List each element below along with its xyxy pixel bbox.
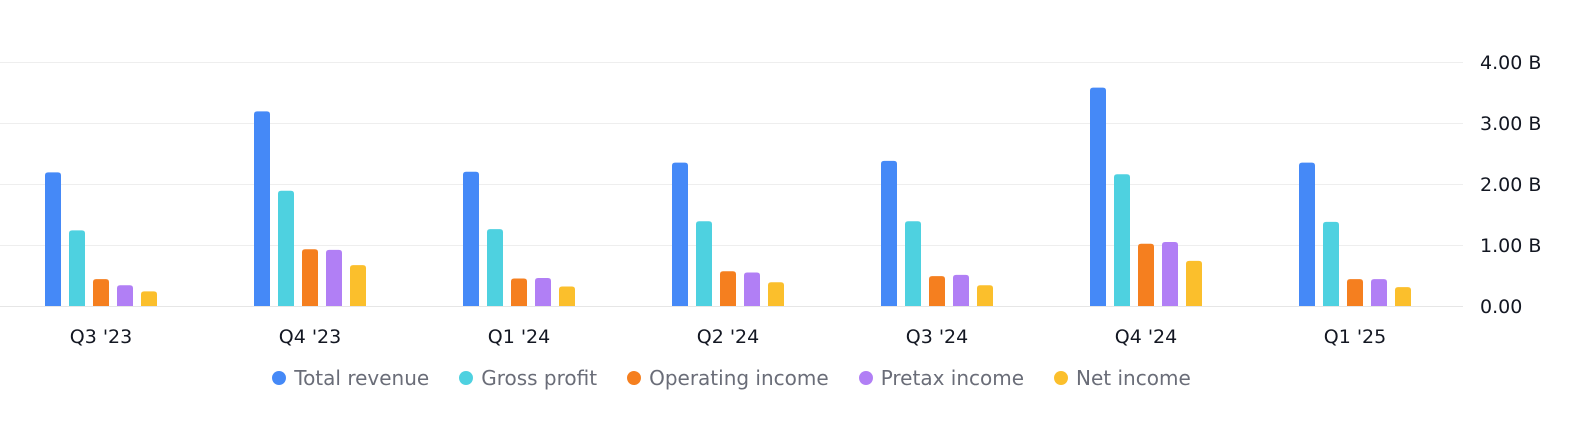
- x-tick-label: Q3 '24: [906, 326, 968, 348]
- bar-pretax-income[interactable]: [326, 249, 342, 306]
- bar-operating-income[interactable]: [302, 249, 318, 306]
- bar-gross-profit[interactable]: [696, 221, 712, 306]
- bar-operating-income[interactable]: [511, 278, 527, 306]
- bar-operating-income[interactable]: [1347, 279, 1363, 306]
- y-tick-label: 1.00 B: [1480, 235, 1541, 257]
- bar-net-income[interactable]: [977, 285, 993, 306]
- bar-total-revenue[interactable]: [254, 111, 270, 306]
- bar-gross-profit[interactable]: [278, 190, 294, 306]
- bar-net-income[interactable]: [141, 291, 157, 306]
- bar-gross-profit[interactable]: [1114, 174, 1130, 306]
- bar-gross-profit[interactable]: [69, 230, 85, 306]
- bar-pretax-income[interactable]: [1162, 241, 1178, 306]
- bar-operating-income[interactable]: [720, 271, 736, 306]
- y-tick-label: 0.00: [1480, 296, 1522, 318]
- legend-item[interactable]: Operating income: [627, 366, 829, 390]
- legend-dot-icon: [272, 371, 287, 385]
- bars: [45, 87, 1411, 307]
- legend-dot-icon: [858, 371, 873, 385]
- legend-label: Net income: [1076, 366, 1191, 390]
- bar-operating-income[interactable]: [93, 279, 109, 306]
- bar-total-revenue[interactable]: [45, 172, 61, 306]
- bar-pretax-income[interactable]: [117, 285, 133, 306]
- x-tick-label: Q4 '23: [279, 326, 341, 348]
- legend-label: Gross profit: [481, 366, 598, 390]
- bar-pretax-income[interactable]: [535, 277, 551, 306]
- bar-gross-profit[interactable]: [487, 229, 503, 306]
- bar-pretax-income[interactable]: [953, 274, 969, 306]
- bar-total-revenue[interactable]: [672, 162, 688, 306]
- bar-total-revenue[interactable]: [1090, 87, 1106, 307]
- bar-total-revenue[interactable]: [881, 160, 897, 306]
- bar-operating-income[interactable]: [929, 276, 945, 306]
- bar-net-income[interactable]: [768, 282, 784, 306]
- bar-net-income[interactable]: [1186, 260, 1202, 306]
- x-tick-label: Q1 '24: [488, 326, 550, 348]
- legend-label: Pretax income: [880, 366, 1025, 390]
- y-tick-label: 2.00 B: [1480, 174, 1541, 196]
- y-axis: 0.00 1.00 B 2.00 B 3.00 B 4.00 B: [1480, 52, 1541, 318]
- x-tick-label: Q3 '23: [70, 326, 132, 348]
- x-axis: Q3 '23 Q4 '23 Q1 '24 Q2 '24 Q3 '24 Q4 '24 Q1 '…: [70, 326, 1386, 348]
- legend-label: Operating income: [649, 366, 829, 390]
- legend-item[interactable]: Total revenue: [272, 366, 429, 390]
- bar-pretax-income[interactable]: [744, 272, 760, 306]
- bar-operating-income[interactable]: [1138, 243, 1154, 306]
- bar-net-income[interactable]: [350, 265, 366, 306]
- bar-net-income[interactable]: [559, 286, 575, 306]
- grid-lines: [0, 62, 1463, 307]
- y-tick-label: 4.00 B: [1480, 52, 1541, 74]
- bar-total-revenue[interactable]: [1299, 162, 1315, 306]
- bar-pretax-income[interactable]: [1371, 279, 1387, 306]
- legend: Total revenue Gross profit Operating incom…: [0, 366, 1463, 390]
- x-tick-label: Q1 '25: [1324, 326, 1386, 348]
- legend-item[interactable]: Gross profit: [459, 366, 597, 390]
- legend-label: Total revenue: [294, 366, 430, 390]
- bar-gross-profit[interactable]: [1323, 221, 1339, 306]
- bar-gross-profit[interactable]: [905, 221, 921, 306]
- bar-net-income[interactable]: [1395, 287, 1411, 306]
- legend-item[interactable]: Pretax income: [858, 366, 1025, 390]
- legend-dot-icon: [627, 371, 642, 385]
- legend-item[interactable]: Net income: [1054, 366, 1191, 390]
- legend-dot-icon: [1054, 371, 1069, 385]
- bar-total-revenue[interactable]: [463, 171, 479, 306]
- x-tick-label: Q2 '24: [697, 326, 759, 348]
- y-tick-label: 3.00 B: [1480, 113, 1541, 135]
- x-tick-label: Q4 '24: [1115, 326, 1177, 348]
- legend-dot-icon: [459, 371, 474, 385]
